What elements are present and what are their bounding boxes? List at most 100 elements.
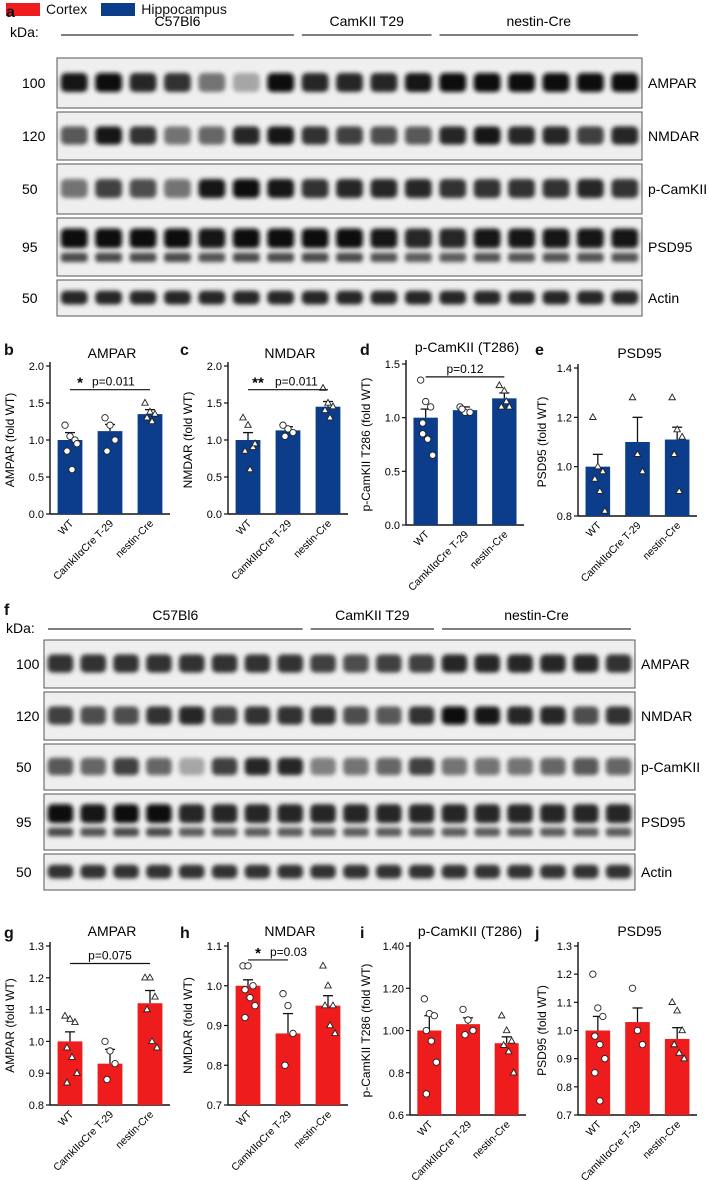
band-lower — [343, 827, 369, 837]
band — [244, 654, 271, 673]
band — [375, 654, 402, 673]
y-tick-label: 1.5 — [385, 359, 400, 371]
y-axis-label: NMDAR (fold WT) — [181, 392, 195, 489]
band — [439, 228, 467, 249]
y-axis-label: PSD95 (fold WT) — [535, 985, 549, 1076]
chart-title: NMDAR — [264, 923, 315, 939]
band — [267, 228, 295, 249]
y-tick-label: 1.4 — [557, 363, 572, 375]
bar — [275, 1033, 301, 1105]
band — [375, 757, 402, 776]
band — [129, 290, 157, 305]
y-tick-label: 0.5 — [207, 472, 222, 484]
y-tick-label: 0.9 — [557, 1054, 572, 1066]
data-point — [430, 1012, 438, 1020]
band — [277, 864, 304, 879]
data-point — [244, 962, 252, 970]
band — [540, 804, 566, 824]
band — [605, 864, 632, 879]
data-point — [328, 1001, 338, 1009]
band-lower — [408, 827, 435, 837]
kda-marker: 95 — [22, 239, 38, 255]
band — [277, 706, 304, 725]
band — [301, 179, 329, 198]
y-axis-label: PSD95 (fold WT) — [535, 397, 549, 488]
bar — [137, 414, 163, 514]
significance-stars: * — [77, 375, 83, 392]
protein-label: Actin — [648, 290, 679, 306]
band-lower — [473, 252, 501, 263]
band — [310, 654, 336, 673]
band — [80, 654, 107, 673]
protein-label: PSD95 — [641, 814, 686, 830]
band — [408, 757, 435, 776]
band — [211, 757, 238, 776]
hippocampus-legend-swatch — [101, 2, 136, 16]
band — [301, 290, 329, 305]
data-point — [599, 1012, 607, 1021]
band-lower — [542, 252, 570, 263]
data-point — [65, 1014, 75, 1022]
data-point — [596, 1097, 604, 1105]
band-lower — [439, 252, 467, 263]
data-point — [67, 1052, 77, 1060]
band — [474, 706, 501, 725]
data-point — [72, 1068, 82, 1076]
panel-letter-i: i — [360, 925, 365, 942]
band — [473, 228, 501, 249]
band — [164, 179, 191, 198]
band — [370, 228, 398, 249]
band — [542, 73, 570, 92]
band — [178, 804, 205, 824]
band-lower — [95, 252, 123, 263]
band — [576, 73, 604, 92]
band — [267, 290, 295, 305]
data-point — [70, 1017, 80, 1025]
category-label: WT — [412, 528, 432, 548]
data-point — [420, 995, 428, 1003]
chart-title: AMPAR — [88, 345, 137, 361]
data-point — [241, 1013, 249, 1022]
band — [370, 179, 398, 198]
band — [572, 654, 599, 673]
band — [507, 654, 533, 673]
protein-label: p-CamKII — [648, 181, 707, 197]
data-point — [504, 1047, 513, 1055]
data-point — [497, 1011, 506, 1019]
data-point — [595, 486, 604, 494]
band — [343, 804, 369, 824]
data-point — [675, 1048, 684, 1056]
band — [507, 706, 533, 725]
p-value-label: p=0.075 — [88, 948, 132, 962]
data-point — [150, 409, 160, 417]
bar — [492, 398, 517, 525]
category-label: nestin-Cre — [641, 1119, 684, 1162]
band — [404, 126, 432, 145]
band — [439, 179, 467, 198]
band — [310, 706, 336, 725]
kda-marker: 100 — [22, 75, 46, 91]
y-tick-label: 1.2 — [29, 973, 44, 985]
data-point — [246, 994, 254, 1002]
y-tick-label: 1.0 — [207, 435, 222, 447]
y-axis-label: AMPAR (fold WT) — [3, 978, 17, 1072]
data-point — [289, 428, 297, 437]
data-point — [495, 380, 504, 389]
data-point — [461, 1031, 469, 1039]
y-tick-label: 1.0 — [557, 1026, 572, 1038]
band-group — [47, 864, 632, 879]
band — [198, 73, 226, 92]
band — [178, 654, 205, 673]
band — [244, 706, 271, 725]
data-point — [427, 403, 435, 411]
protein-label: AMPAR — [641, 656, 690, 672]
band-group — [47, 757, 632, 776]
data-point — [101, 1037, 109, 1046]
data-point — [419, 419, 427, 427]
data-point — [458, 405, 466, 413]
band — [47, 864, 74, 879]
panel-letter-c: c — [180, 342, 189, 359]
band — [474, 654, 501, 673]
